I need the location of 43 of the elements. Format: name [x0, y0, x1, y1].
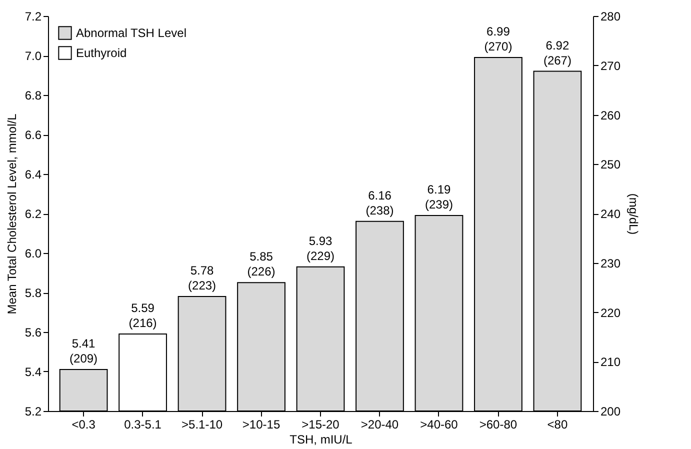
y-tick-label: 6.2: [24, 207, 42, 221]
data-label: 5.41 (209): [70, 336, 98, 366]
x-tick-label: 0.3-5.1: [124, 418, 162, 432]
y-axis-title: Mean Total Cholesterol Level, mmol/L: [4, 113, 19, 314]
data-label: 5.93 (229): [306, 234, 335, 263]
y-tick-label: 5.8: [24, 286, 42, 300]
x-axis-title: TSH, mIU/L: [290, 432, 353, 446]
y-tick-label: 6.6: [24, 128, 42, 142]
data-label: 6.16 (238): [366, 188, 394, 218]
x-tick-label: >5.1-10: [182, 418, 223, 432]
y2-tick-label: 210: [600, 355, 621, 370]
data-label: 5.59 (216): [128, 300, 157, 330]
x-tick-label: >20-40: [360, 418, 399, 432]
y2-tick-label: 220: [600, 306, 621, 320]
y-tick-label: 5.6: [24, 326, 42, 340]
data-label: 6.92 (267): [543, 38, 572, 68]
y-tick-label: 6.4: [24, 168, 42, 182]
x-tick-label: <0.3: [72, 418, 96, 432]
x-tick-label: >10-15: [242, 418, 280, 432]
y2-tick-label: 250: [600, 158, 621, 172]
y2-tick-label: 270: [600, 58, 621, 73]
y-tick-label: 5.2: [24, 404, 42, 418]
legend-label: Abnormal TSH Level: [76, 26, 186, 40]
data-label: 5.85 (226): [247, 250, 276, 279]
data-label: 6.19 (239): [424, 182, 453, 212]
y2-tick-label: 280: [600, 10, 621, 24]
y2-tick-label: 240: [600, 207, 621, 221]
x-tick-label: >40-60: [420, 418, 458, 432]
x-tick-label: <80: [547, 418, 568, 432]
data-label: 5.78 (223): [188, 263, 216, 292]
y-tick-label: 7.0: [24, 49, 42, 63]
y2-tick-label: 230: [600, 256, 621, 270]
y-tick-label: 5.4: [24, 365, 42, 379]
y2-tick-label: 260: [600, 108, 621, 122]
y-tick-label: 7.2: [24, 10, 42, 24]
data-label: 6.99 (270): [484, 24, 512, 54]
y-tick-label: 6.0: [24, 246, 42, 260]
x-tick-label: >15-20: [302, 418, 340, 432]
y2-tick-label: 200: [600, 404, 621, 418]
x-tick-label: >60-80: [479, 418, 518, 432]
legend-label: Euthyroid: [76, 46, 127, 60]
y-tick-label: 6.8: [24, 88, 42, 102]
y2-axis-title: (mg/dL): [626, 193, 641, 235]
